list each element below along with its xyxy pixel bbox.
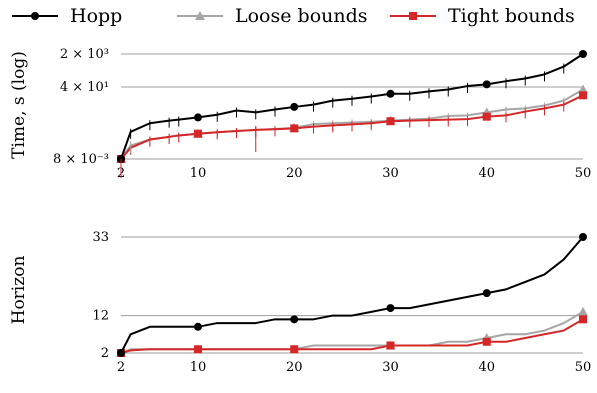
data-point (290, 102, 299, 111)
data-point (579, 50, 587, 58)
y-tick-label: 33 (92, 230, 109, 245)
data-point (482, 289, 491, 298)
series-line (120, 53, 584, 160)
series-line (120, 236, 584, 354)
data-point (482, 112, 491, 121)
y-tick-label: 8 × 10⁻³ (53, 152, 109, 167)
x-tick-label: 30 (382, 166, 399, 181)
data-point (482, 80, 491, 89)
data-point (194, 113, 202, 122)
legend-marker (195, 11, 205, 20)
legend-entry: Hopp (70, 5, 122, 27)
series-line (120, 310, 584, 354)
x-tick-label: 10 (190, 166, 207, 181)
data-point (194, 322, 202, 331)
data-point (578, 84, 588, 94)
data-point (117, 349, 125, 357)
legend: Hopp Loose bounds Tight bounds (12, 5, 575, 27)
legend-entry: Loose bounds (235, 5, 368, 27)
data-point (386, 89, 395, 98)
series-line (120, 94, 584, 160)
y-tick-label: 2 × 10³ (60, 47, 109, 62)
data-point (290, 345, 299, 354)
legend-marker (31, 12, 39, 20)
x-tick-label: 50 (575, 166, 592, 181)
data-point (579, 315, 587, 324)
x-tick-label: 20 (286, 166, 303, 181)
y-tick-label: 4 × 10¹ (60, 80, 109, 95)
x-tick-label: 30 (382, 360, 399, 375)
data-point (386, 304, 395, 313)
data-point (194, 345, 202, 354)
x-tick-label: 10 (190, 360, 207, 375)
y-tick-label: 12 (92, 309, 109, 324)
legend-entry: Tight bounds (448, 5, 575, 27)
data-point (290, 315, 299, 324)
horizon-panel: 2 12 33 Horizon 2 10 20 30 40 50 (9, 230, 591, 375)
series-line (120, 318, 584, 354)
data-point (578, 306, 588, 316)
data-point (290, 124, 299, 133)
x-tick-label: 50 (575, 360, 592, 375)
x-tick-label: 20 (286, 360, 303, 375)
x-tick-label: 40 (478, 166, 495, 181)
data-point (482, 337, 491, 346)
legend-marker (409, 12, 417, 20)
y-axis-label: Horizon (9, 256, 29, 325)
data-point (579, 91, 587, 100)
data-point (579, 233, 587, 241)
y-axis-label: Time, s (log) (9, 51, 29, 159)
data-point (386, 341, 395, 350)
data-point (386, 117, 395, 126)
x-tick-label: 40 (478, 360, 495, 375)
x-tick-label: 2 (117, 360, 125, 375)
data-point (194, 129, 202, 138)
y-tick-label: 2 (101, 346, 109, 361)
